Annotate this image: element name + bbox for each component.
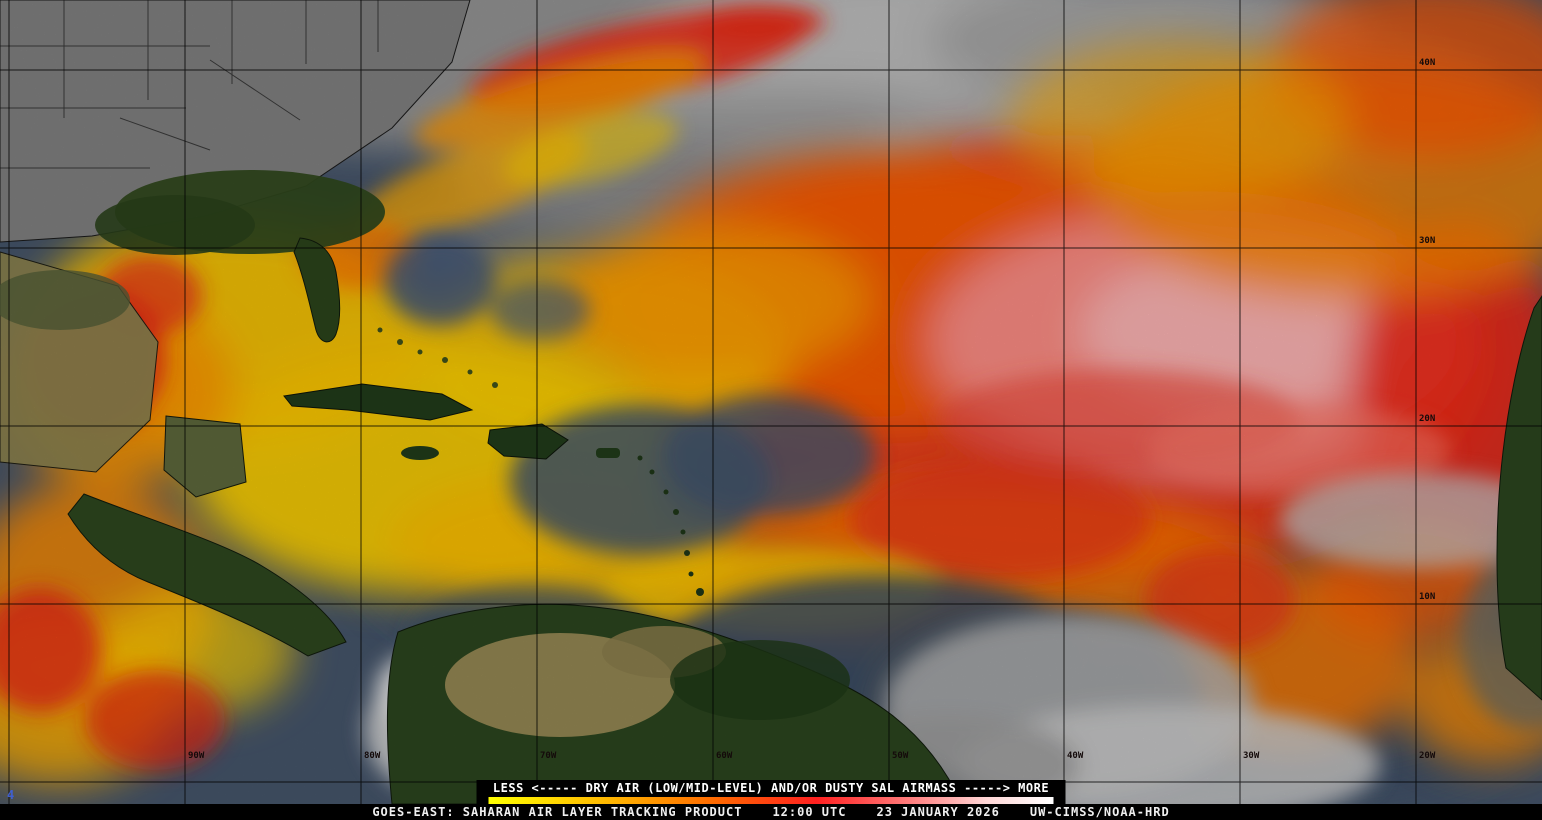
lon-label: 70W bbox=[540, 751, 557, 761]
lon-label: 50W bbox=[892, 751, 909, 761]
lon-label: 60W bbox=[716, 751, 733, 761]
lat-label: 20N bbox=[1419, 414, 1436, 424]
lat-label: 40N bbox=[1419, 58, 1436, 68]
lon-label: 90W bbox=[188, 751, 205, 761]
valid-time: 12:00 UTC bbox=[772, 805, 847, 819]
lat-label: 30N bbox=[1419, 236, 1436, 246]
lon-label: 20W bbox=[1419, 751, 1436, 761]
legend-label: LESS <----- DRY AIR (LOW/MID-LEVEL) AND/… bbox=[492, 781, 1050, 795]
product-title: GOES-EAST: SAHARAN AIR LAYER TRACKING PR… bbox=[372, 805, 743, 819]
lon-label: 80W bbox=[364, 751, 381, 761]
corner-mark: 4 bbox=[7, 788, 15, 802]
valid-date: 23 JANUARY 2026 bbox=[876, 805, 1000, 819]
colorbar bbox=[488, 797, 1054, 804]
caption-bar: GOES-EAST: SAHARAN AIR LAYER TRACKING PR… bbox=[0, 804, 1542, 820]
lon-label: 40W bbox=[1067, 751, 1084, 761]
lat-label: 10N bbox=[1419, 592, 1436, 602]
lon-label: 30W bbox=[1243, 751, 1260, 761]
colorbar-legend: LESS <----- DRY AIR (LOW/MID-LEVEL) AND/… bbox=[476, 780, 1066, 807]
credit: UW-CIMSS/NOAA-HRD bbox=[1029, 805, 1170, 819]
